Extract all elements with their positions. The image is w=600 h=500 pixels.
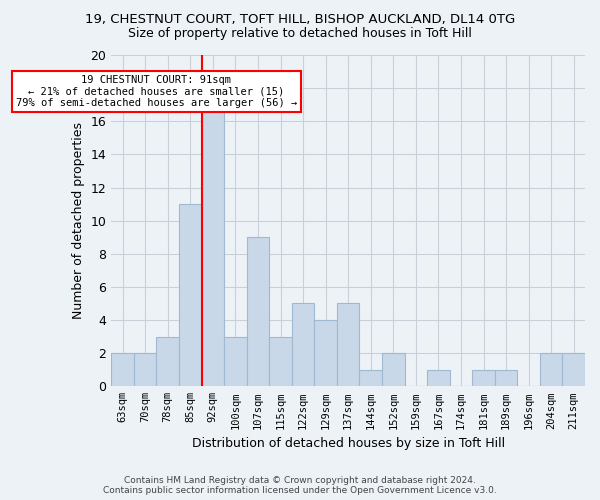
Bar: [179, 204, 202, 386]
Bar: [157, 336, 179, 386]
Bar: [247, 237, 269, 386]
Bar: [134, 353, 157, 386]
Bar: [472, 370, 495, 386]
Bar: [224, 336, 247, 386]
Text: Contains HM Land Registry data © Crown copyright and database right 2024.
Contai: Contains HM Land Registry data © Crown c…: [103, 476, 497, 495]
Bar: [495, 370, 517, 386]
Text: 19, CHESTNUT COURT, TOFT HILL, BISHOP AUCKLAND, DL14 0TG: 19, CHESTNUT COURT, TOFT HILL, BISHOP AU…: [85, 12, 515, 26]
Bar: [382, 353, 404, 386]
Bar: [292, 304, 314, 386]
Text: 19 CHESTNUT COURT: 91sqm
← 21% of detached houses are smaller (15)
79% of semi-d: 19 CHESTNUT COURT: 91sqm ← 21% of detach…: [16, 75, 297, 108]
Bar: [202, 104, 224, 386]
Bar: [112, 353, 134, 386]
Text: Size of property relative to detached houses in Toft Hill: Size of property relative to detached ho…: [128, 28, 472, 40]
Bar: [359, 370, 382, 386]
Bar: [269, 336, 292, 386]
Bar: [540, 353, 562, 386]
Bar: [562, 353, 585, 386]
Bar: [427, 370, 449, 386]
X-axis label: Distribution of detached houses by size in Toft Hill: Distribution of detached houses by size …: [191, 437, 505, 450]
Y-axis label: Number of detached properties: Number of detached properties: [72, 122, 85, 319]
Bar: [337, 304, 359, 386]
Bar: [314, 320, 337, 386]
